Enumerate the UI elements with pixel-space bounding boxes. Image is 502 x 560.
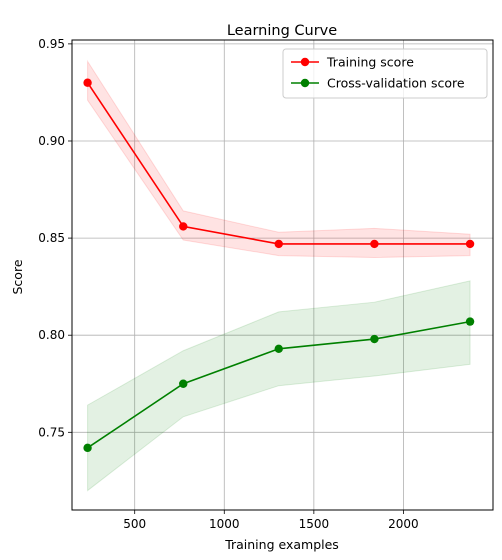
grid-lines xyxy=(72,40,493,510)
confidence-bands xyxy=(87,59,471,492)
x-tick-label: 1000 xyxy=(209,517,240,531)
legend-marker-0 xyxy=(300,57,310,67)
y-tick-label: 0.75 xyxy=(38,425,65,439)
series-point-0 xyxy=(179,222,188,231)
x-axis-ticks: 500 1000 1500 2000 xyxy=(123,510,419,531)
x-tick-label: 1500 xyxy=(299,517,330,531)
x-axis-label: Training examples xyxy=(224,537,339,552)
series-point-0 xyxy=(83,78,92,87)
legend-marker-1 xyxy=(300,78,310,88)
y-axis-ticks: 0.75 0.80 0.85 0.90 0.95 xyxy=(38,37,72,439)
x-tick-label: 2000 xyxy=(388,517,419,531)
y-tick-label: 0.85 xyxy=(38,231,65,245)
x-tick-label: 500 xyxy=(123,517,146,531)
y-tick-label: 0.90 xyxy=(38,134,65,148)
band-1 xyxy=(87,280,471,492)
legend: Training score Cross-validation score xyxy=(282,48,488,99)
y-axis-label: Score xyxy=(10,259,25,294)
plot-frame xyxy=(71,39,494,511)
series-point-1 xyxy=(83,443,92,453)
series-point-0 xyxy=(465,239,475,249)
y-tick-label: 0.80 xyxy=(38,328,65,342)
y-tick-label: 0.95 xyxy=(38,37,65,51)
series-point-1 xyxy=(370,334,379,344)
series-point-0 xyxy=(274,239,283,249)
series-point-1 xyxy=(274,344,283,354)
series-point-0 xyxy=(370,239,379,249)
band-0 xyxy=(87,59,471,259)
legend-label-0: Training score xyxy=(326,55,414,70)
legend-label-1: Cross-validation score xyxy=(327,76,465,91)
chart-title: Learning Curve xyxy=(227,23,337,39)
series-point-1 xyxy=(465,317,475,326)
legend-box xyxy=(282,48,488,99)
series-points xyxy=(83,78,475,453)
series-point-1 xyxy=(179,379,188,388)
